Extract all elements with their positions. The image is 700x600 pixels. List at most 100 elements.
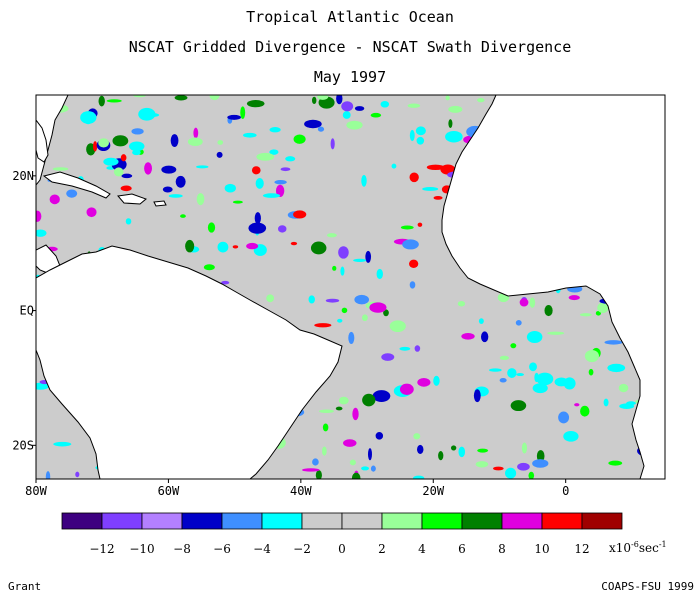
divergence-patch [346,120,363,130]
divergence-patch [280,167,291,172]
lon-tick-label: 0 [562,484,569,498]
divergence-patch [240,106,246,119]
colorbar-labels: −12 −10 −8 −6 −4 −2 0 2 4 6 8 10 12 [89,542,589,556]
divergence-patch [243,132,257,138]
divergence-patch [196,193,205,206]
divergence-patch [317,126,325,132]
divergence-patch [112,135,129,147]
divergence-patch [52,167,69,171]
divergence-patch [416,136,425,145]
colorbar-label: 2 [378,542,386,556]
divergence-patch [185,239,195,253]
divergence-patch [266,294,275,303]
divergence-patch [170,134,179,147]
divergence-patch [120,154,127,162]
divergence-patch [246,100,265,108]
divergence-patch [174,95,188,101]
divergence-patch [458,446,466,458]
divergence-patch [579,313,592,317]
divergence-patch [106,99,122,103]
divergence-patch [588,368,594,376]
divergence-patch [448,105,463,113]
colorbar [61,512,623,530]
divergence-patch [536,450,545,462]
divergence-patch [93,141,98,152]
divergence-patch [461,332,475,340]
divergence-patch [478,318,484,324]
divergence-patch [113,167,124,177]
divergence-patch [448,119,453,128]
divergence-patch [232,200,243,204]
colorbar-swatch [181,512,223,530]
divergence-patch [568,295,580,301]
land-hispaniola [117,193,147,205]
divergence-patch [45,471,51,479]
divergence-patch [544,305,553,317]
divergence-patch [417,377,431,387]
divergence-patch [293,134,306,144]
colorbar-swatch [461,512,503,530]
divergence-patch [311,96,317,105]
divergence-patch [438,450,444,461]
divergence-patch [351,472,361,479]
divergence-patch [370,465,376,472]
divergence-patch [66,189,78,198]
lon-tick-label: 40W [290,484,312,498]
divergence-patch [341,101,354,112]
map-frame [35,94,666,480]
divergence-patch [36,229,47,237]
divergence-patch [180,214,186,218]
divergence-patch [337,318,343,323]
lat-tick-label: 20N [12,169,34,183]
divergence-patch [161,165,177,174]
colorbar-swatch [221,512,263,530]
divergence-patch [293,210,307,219]
divergence-patch [354,106,365,111]
colorbar-label: −12 [89,542,114,556]
colorbar-label: −4 [253,542,271,556]
divergence-patch [402,239,419,250]
divergence-patch [338,246,349,259]
divergence-patch [354,294,370,305]
divergence-patch [475,461,489,468]
divergence-patch [193,127,199,139]
map-axes: 80W 60W 40W 20W 0 20N EQ 20S [12,169,569,498]
divergence-patch [262,193,281,198]
divergence-patch [507,368,517,378]
divergence-patch [532,383,548,394]
divergence-patch [547,331,565,335]
divergence-patch [505,467,517,479]
divergence-patch [369,302,387,313]
divergence-patch [256,152,275,161]
divergence-patch [361,466,370,471]
divergence-patch [314,323,332,328]
divergence-patch [407,103,421,108]
divergence-patch [619,403,635,410]
colorbar-swatch [101,512,143,530]
divergence-patch [499,355,509,361]
divergence-patch [529,362,537,372]
divergence-patch [304,119,322,129]
colorbar-swatch [381,512,423,530]
divergence-patch [269,127,281,133]
divergence-patch [367,448,372,461]
divergence-patch [413,433,421,440]
colorbar-unit: x10-6sec-1 [609,540,667,555]
colorbar-label: 0 [338,542,346,556]
divergence-patch [563,430,579,442]
colorbar-label: −8 [173,542,191,556]
divergence-patch [129,141,145,152]
divergence-patch [343,439,357,447]
colorbar-swatch [501,512,543,530]
divergence-patch [510,400,527,412]
divergence-patch [246,242,259,250]
divergence-patch [248,222,267,234]
divergence-patch [375,432,384,440]
divergence-patch [144,162,153,175]
divergence-patch [217,140,224,145]
divergence-patch [381,353,395,361]
divergence-patch [526,330,543,343]
colorbar-swatch [581,512,623,530]
divergence-patch [352,407,359,421]
divergence-patch [422,187,439,191]
